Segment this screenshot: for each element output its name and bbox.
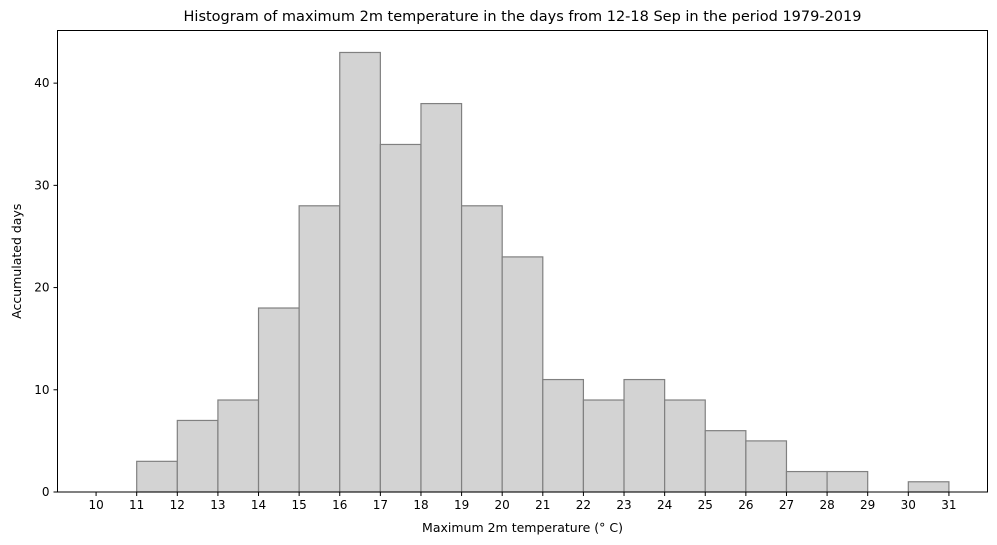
histogram-bar-26-27: [745, 440, 788, 493]
x-tick-label: 12: [170, 498, 185, 512]
histogram-bar-19-20: [460, 205, 503, 493]
x-tick-label: 25: [698, 498, 713, 512]
x-tick-label: 23: [616, 498, 631, 512]
x-tick-label: 13: [210, 498, 225, 512]
x-tick-label: 14: [251, 498, 266, 512]
x-tick-label: 18: [413, 498, 428, 512]
plot-frame: [57, 30, 988, 493]
histogram-bar-12-13: [176, 419, 219, 493]
bars-group: [136, 51, 950, 493]
y-tick-label: 0: [42, 485, 50, 499]
histogram-bar-22-23: [582, 399, 625, 493]
histogram-bar-13-14: [217, 399, 260, 493]
x-tick-label: 22: [576, 498, 591, 512]
x-tick-label: 21: [535, 498, 550, 512]
histogram-bar-23-24: [623, 378, 666, 493]
histogram-bar-14-15: [257, 307, 300, 493]
x-tick-label: 31: [941, 498, 956, 512]
x-tick-label: 20: [495, 498, 510, 512]
y-tick-label: 10: [34, 383, 49, 397]
x-axis-ticks: 10 11 12 13 14 15 16 17 18 19 20 21 22 23 24 25 26 27 28 29…: [88, 492, 957, 512]
x-tick-label: 24: [657, 498, 672, 512]
histogram-bar-21-22: [542, 378, 585, 493]
histogram-bar-20-21: [501, 256, 544, 493]
histogram-bar-11-12: [136, 460, 178, 493]
y-tick-label: 30: [34, 178, 49, 192]
histogram-bar-16-17: [339, 51, 381, 493]
histogram-bar-18-19: [420, 102, 463, 493]
y-tick-label: 40: [34, 76, 49, 90]
histogram-bar-27-28: [785, 470, 828, 493]
histogram-bar-25-26: [704, 430, 747, 493]
y-axis-label: Accumulated days: [9, 204, 24, 319]
histogram-bar-28-29: [826, 470, 869, 493]
x-tick-label: 19: [454, 498, 469, 512]
histogram-bar-15-16: [298, 205, 341, 493]
y-tick-label: 20: [34, 281, 49, 295]
histogram-bar-17-18: [379, 143, 422, 493]
histogram-bar-30-31: [907, 481, 950, 493]
y-axis-ticks: 0 10 20 30 40: [34, 76, 58, 499]
x-tick-label: 29: [860, 498, 875, 512]
x-tick-label: 30: [901, 498, 916, 512]
x-tick-label: 16: [332, 498, 347, 512]
histogram-bar-24-25: [664, 399, 706, 493]
x-tick-label: 15: [291, 498, 306, 512]
x-tick-label: 27: [779, 498, 794, 512]
x-axis-label: Maximum 2m temperature (° C): [422, 520, 623, 535]
x-tick-label: 26: [738, 498, 753, 512]
x-tick-label: 10: [88, 498, 103, 512]
chart-title: Histogram of maximum 2m temperature in t…: [184, 9, 862, 25]
x-tick-label: 11: [129, 498, 144, 512]
x-tick-label: 28: [819, 498, 834, 512]
x-tick-label: 17: [373, 498, 388, 512]
